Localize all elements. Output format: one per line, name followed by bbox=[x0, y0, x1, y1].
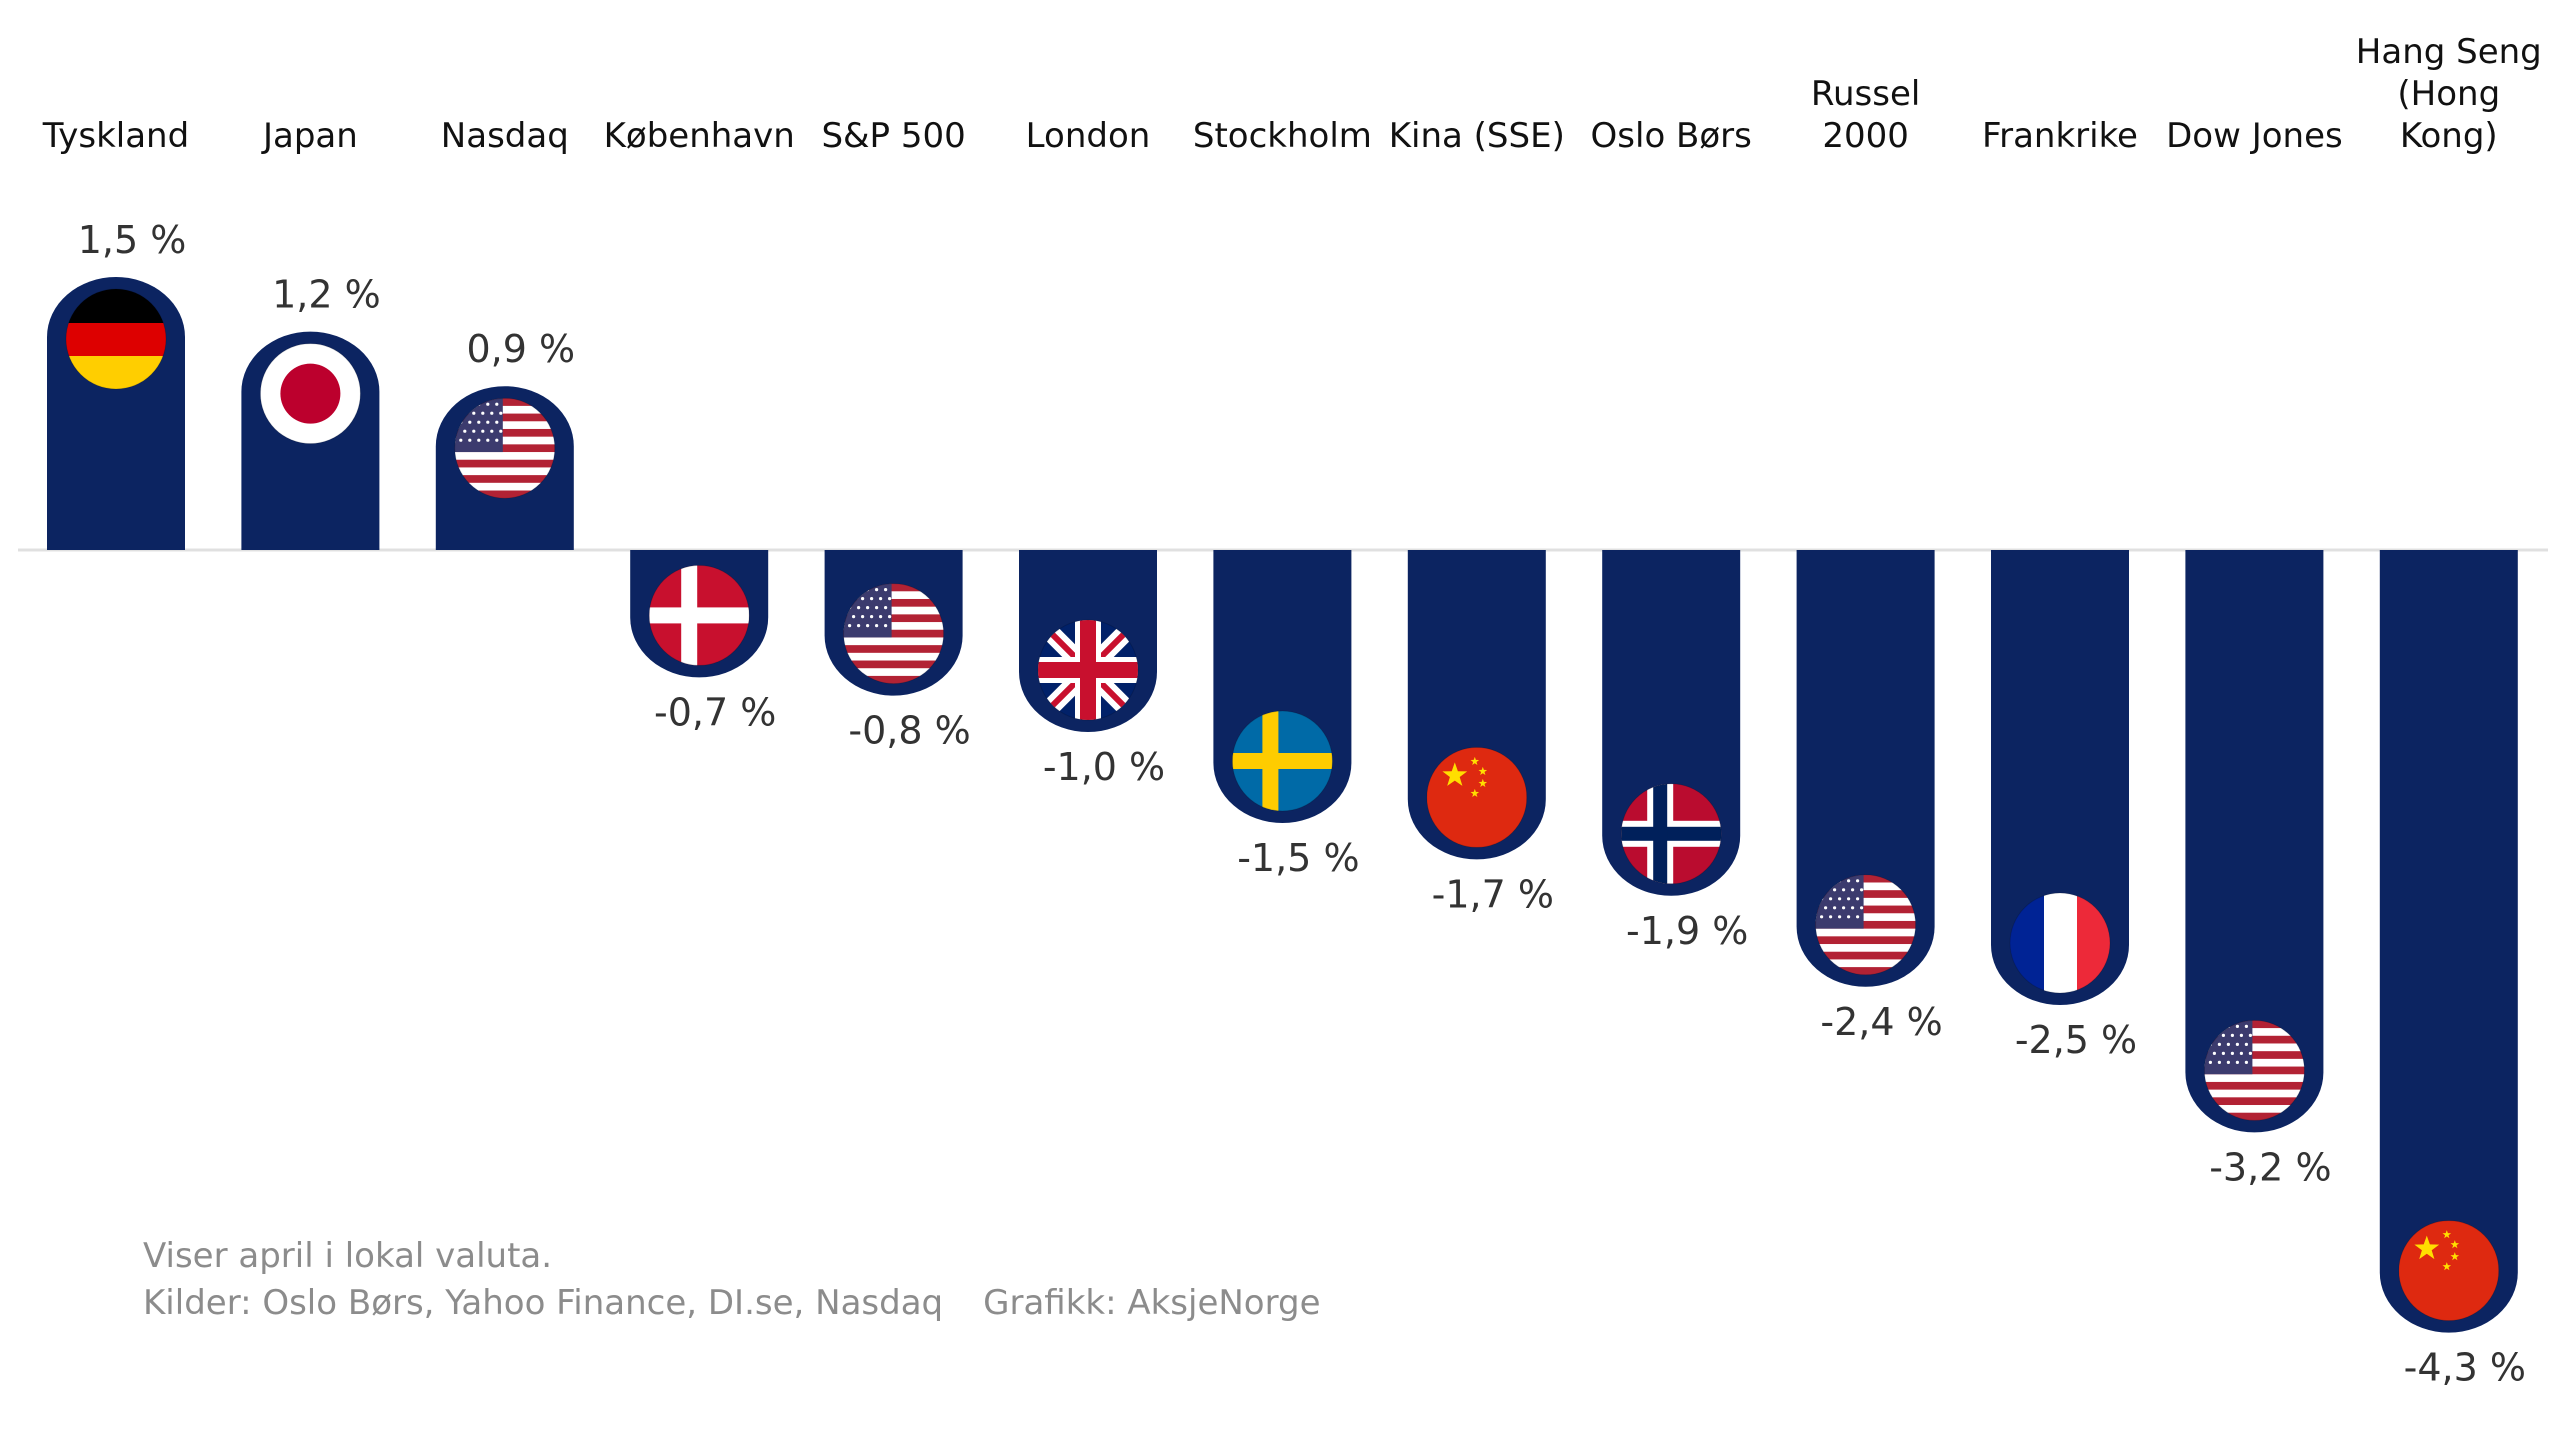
france-flag-icon bbox=[2009, 892, 2111, 994]
bar-group: -1,9 % Oslo Børs bbox=[1591, 116, 1752, 953]
china-flag-icon bbox=[2398, 1220, 2500, 1322]
uk-flag-icon bbox=[1037, 619, 1139, 721]
bar-group: -2,5 % Frankrike bbox=[1982, 116, 2138, 1062]
category-label: Kina (SSE) bbox=[1389, 116, 1565, 156]
bar-group: -0,7 % København bbox=[604, 116, 795, 734]
value-label: -3,2 % bbox=[2209, 1145, 2331, 1189]
category-label: Hang Seng (Hong Kong) bbox=[2356, 32, 2542, 156]
bar-group: -1,0 % London bbox=[1019, 116, 1165, 789]
graphics-credit: Grafikk: AksjeNorge bbox=[983, 1283, 1321, 1323]
category-label: Oslo Børs bbox=[1591, 116, 1752, 156]
value-label: -1,0 % bbox=[1043, 745, 1165, 789]
category-label: Stockholm bbox=[1193, 116, 1372, 156]
bar-group: 1,5 % Tyskland bbox=[42, 116, 189, 550]
value-label: -4,3 % bbox=[2404, 1346, 2526, 1390]
bar-group: -1,7 % Kina (SSE) bbox=[1389, 116, 1565, 916]
value-label: -1,9 % bbox=[1626, 909, 1748, 953]
category-label: København bbox=[604, 116, 795, 156]
usa-flag-icon bbox=[1815, 874, 1917, 976]
usa-flag-icon bbox=[454, 397, 556, 499]
value-label: -1,5 % bbox=[1237, 836, 1359, 880]
category-label: Frankrike bbox=[1982, 116, 2138, 156]
bar-group: 0,9 % Nasdaq bbox=[435, 116, 575, 550]
japan-flag-icon bbox=[259, 343, 361, 445]
bar-group: -3,2 % Dow Jones bbox=[2166, 116, 2343, 1189]
value-label: 0,9 % bbox=[466, 327, 575, 371]
note-text: Viser april i lokal valuta. bbox=[143, 1236, 553, 1276]
value-label: 1,2 % bbox=[272, 273, 381, 317]
category-label: Russel 2000 bbox=[1811, 74, 1920, 156]
bar-group: -1,5 % Stockholm bbox=[1193, 116, 1372, 880]
bar bbox=[2379, 550, 2518, 1333]
usa-flag-icon bbox=[843, 583, 945, 685]
value-label: -0,8 % bbox=[848, 709, 970, 753]
bar-group: -0,8 % S&P 500 bbox=[821, 116, 970, 753]
usa-flag-icon bbox=[2203, 1019, 2305, 1121]
value-label: -2,5 % bbox=[2015, 1018, 2137, 1062]
norway-flag-icon bbox=[1620, 783, 1722, 885]
value-label: -1,7 % bbox=[1432, 872, 1554, 916]
category-label: Japan bbox=[261, 116, 358, 156]
category-label: London bbox=[1026, 116, 1151, 156]
bar bbox=[2185, 550, 2324, 1133]
value-label: 1,5 % bbox=[78, 218, 187, 262]
bar-group: -2,4 % Russel 2000 bbox=[1796, 74, 1943, 1044]
bar bbox=[1991, 550, 2129, 1005]
denmark-flag-icon bbox=[648, 564, 750, 666]
category-label: Tyskland bbox=[42, 116, 189, 156]
bar bbox=[1796, 550, 1935, 987]
category-label: S&P 500 bbox=[821, 116, 965, 156]
value-label: -2,4 % bbox=[1820, 1000, 1942, 1044]
germany-flag-icon bbox=[65, 288, 167, 390]
china-flag-icon bbox=[1426, 746, 1528, 848]
sweden-flag-icon bbox=[1231, 710, 1333, 812]
sources-text: Kilder: Oslo Børs, Yahoo Finance, DI.se,… bbox=[143, 1283, 944, 1323]
source-line: Kilder: Oslo Børs, Yahoo Finance, DI.se,… bbox=[143, 1283, 1361, 1323]
category-label: Nasdaq bbox=[441, 116, 569, 156]
bar-group: 1,2 % Japan bbox=[241, 116, 381, 550]
bar-group: -4,3 % Hang Seng (Hong Kong) bbox=[2356, 32, 2542, 1390]
value-label: -0,7 % bbox=[654, 690, 776, 734]
category-label: Dow Jones bbox=[2166, 116, 2343, 156]
